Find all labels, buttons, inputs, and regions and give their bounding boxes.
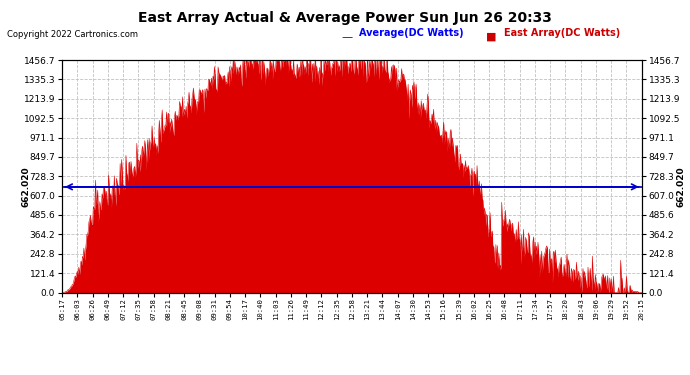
Text: East Array(DC Watts): East Array(DC Watts): [504, 28, 620, 38]
Text: Copyright 2022 Cartronics.com: Copyright 2022 Cartronics.com: [7, 30, 138, 39]
Text: 662.020: 662.020: [676, 166, 685, 207]
Text: 662.020: 662.020: [21, 166, 30, 207]
Text: Average(DC Watts): Average(DC Watts): [359, 28, 464, 38]
Text: East Array Actual & Average Power Sun Jun 26 20:33: East Array Actual & Average Power Sun Ju…: [138, 11, 552, 25]
Text: ■: ■: [486, 32, 497, 42]
Text: —: —: [342, 32, 353, 42]
